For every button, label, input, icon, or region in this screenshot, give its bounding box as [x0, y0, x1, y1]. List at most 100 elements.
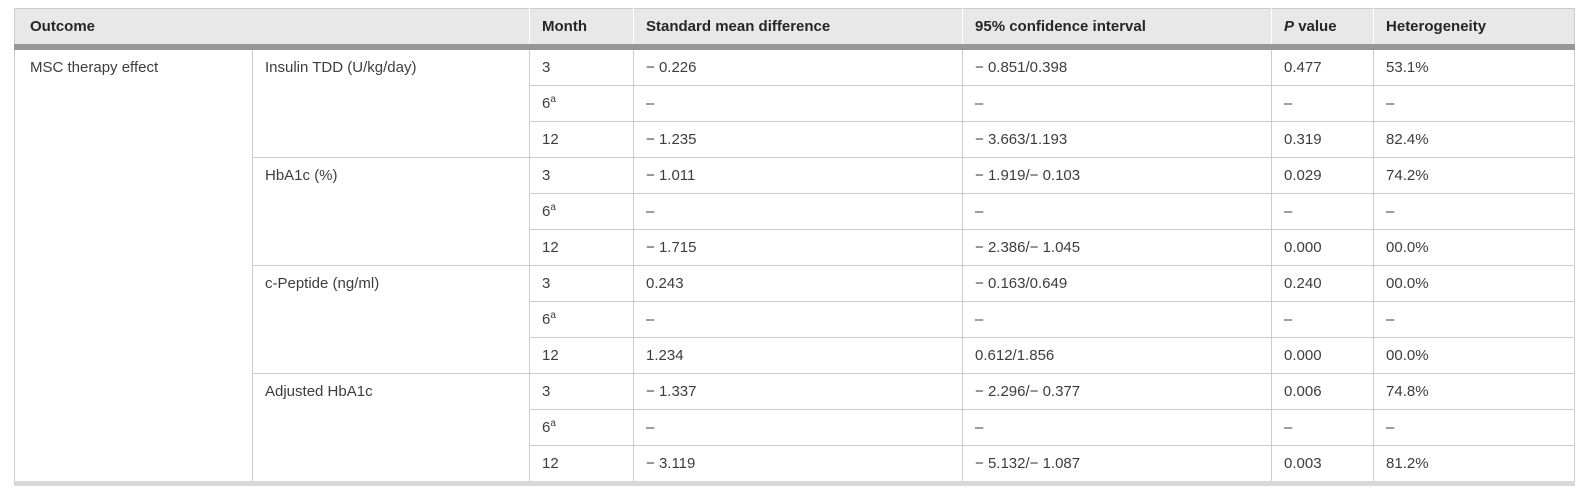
cell-p: 0.003	[1271, 445, 1375, 484]
cell-het: –	[1373, 409, 1576, 446]
month-value: 3	[542, 59, 551, 76]
cell-p: 0.477	[1271, 46, 1375, 86]
header-p-value: P value	[1271, 8, 1374, 50]
cell-measure: HbA1c (%)	[251, 157, 531, 266]
header-outcome: Outcome	[14, 8, 530, 50]
cell-ci: –	[962, 85, 1273, 122]
cell-het: –	[1373, 193, 1576, 230]
cell-month: 12	[529, 121, 635, 158]
table-row: MSC therapy effect Insulin TDD (U/kg/day…	[14, 46, 1576, 484]
cell-month: 3	[529, 157, 635, 194]
cell-smd: − 1.337	[633, 373, 964, 410]
cell-smd: –	[633, 301, 964, 338]
cell-month: 6a	[529, 409, 635, 446]
cell-smd: 0.243	[633, 265, 964, 302]
table-row: 6a – – – –	[15, 301, 1576, 338]
cell-smd: − 0.226	[633, 46, 964, 86]
cell-month: 3	[529, 46, 635, 86]
cell-measure: Adjusted HbA1c	[251, 373, 531, 484]
cell-smd: − 1.235	[633, 121, 964, 158]
table-row: c-Peptide (ng/ml) 3 0.243 − 0.163/0.649 …	[15, 265, 1576, 374]
cell-smd: –	[633, 193, 964, 230]
month-footnote-marker: a	[550, 94, 556, 105]
cell-smd: − 1.011	[633, 157, 964, 194]
month-value: 12	[542, 347, 559, 364]
cell-measure: c-Peptide (ng/ml)	[251, 265, 531, 374]
month-value: 12	[542, 239, 559, 256]
cell-measure: Insulin TDD (U/kg/day)	[251, 46, 531, 158]
cell-ci: –	[962, 301, 1273, 338]
table-row: Adjusted HbA1c 3 − 1.337 − 2.296/− 0.377…	[15, 373, 1576, 484]
month-value: 3	[542, 383, 551, 400]
month-value: 6	[542, 311, 551, 328]
cell-p: –	[1271, 301, 1375, 338]
cell-p: 0.240	[1271, 265, 1375, 302]
month-value: 3	[542, 275, 551, 292]
cell-month: 6a	[529, 301, 635, 338]
cell-het: 74.2%	[1373, 157, 1576, 194]
table-row: 12 − 1.235 − 3.663/1.193 0.319 82.4%	[15, 121, 1576, 158]
cell-p: 0.319	[1271, 121, 1375, 158]
cell-p: 0.029	[1271, 157, 1375, 194]
header-heterogeneity: Heterogeneity	[1373, 8, 1575, 50]
month-value: 3	[542, 167, 551, 184]
cell-het: –	[1373, 301, 1576, 338]
cell-month: 12	[529, 229, 635, 266]
cell-smd: − 3.119	[633, 445, 964, 484]
month-value: 12	[542, 455, 559, 472]
cell-p: –	[1271, 85, 1375, 122]
header-p-italic: P	[1284, 18, 1295, 35]
cell-month: 3	[529, 265, 635, 302]
results-table: Outcome Month Standard mean difference 9…	[14, 8, 1576, 486]
table-row: 12 − 3.119 − 5.132/− 1.087 0.003 81.2%	[15, 445, 1576, 484]
cell-het: 00.0%	[1373, 337, 1576, 374]
table-row: HbA1c (%) 3 − 1.011 − 1.919/− 0.103 0.02…	[15, 157, 1576, 266]
header-row: Outcome Month Standard mean difference 9…	[14, 8, 1575, 50]
cell-het: –	[1373, 85, 1576, 122]
month-value: 6	[542, 95, 551, 112]
cell-ci: − 1.919/− 0.103	[962, 157, 1273, 194]
cell-ci: − 2.386/− 1.045	[962, 229, 1273, 266]
table-row: 12 1.234 0.612/1.856 0.000 00.0%	[15, 337, 1576, 374]
month-footnote-marker: a	[550, 202, 556, 213]
header-month: Month	[529, 8, 634, 50]
cell-ci: − 2.296/− 0.377	[962, 373, 1273, 410]
cell-ci: − 3.663/1.193	[962, 121, 1273, 158]
table-row: 6a – – – –	[15, 409, 1576, 446]
results-table-container: Outcome Month Standard mean difference 9…	[14, 8, 1576, 486]
cell-outcome: MSC therapy effect	[14, 46, 253, 484]
cell-p: 0.000	[1271, 229, 1375, 266]
cell-het: 74.8%	[1373, 373, 1576, 410]
cell-smd: –	[633, 85, 964, 122]
cell-smd: 1.234	[633, 337, 964, 374]
cell-month: 3	[529, 373, 635, 410]
cell-ci: –	[962, 409, 1273, 446]
cell-smd: –	[633, 409, 964, 446]
cell-het: 82.4%	[1373, 121, 1576, 158]
header-p-rest: value	[1294, 18, 1337, 35]
cell-het: 00.0%	[1373, 229, 1576, 266]
cell-month: 12	[529, 445, 635, 484]
month-value: 6	[542, 203, 551, 220]
cell-ci: − 0.163/0.649	[962, 265, 1273, 302]
cell-ci: − 0.851/0.398	[962, 46, 1273, 86]
month-footnote-marker: a	[550, 310, 556, 321]
cell-p: –	[1271, 409, 1375, 446]
table-row: 6a – – – –	[15, 85, 1576, 122]
cell-p: 0.000	[1271, 337, 1375, 374]
header-ci: 95% confidence interval	[962, 8, 1272, 50]
cell-p: –	[1271, 193, 1375, 230]
cell-ci: 0.612/1.856	[962, 337, 1273, 374]
header-smd: Standard mean difference	[633, 8, 963, 50]
cell-het: 81.2%	[1373, 445, 1576, 484]
month-value: 12	[542, 131, 559, 148]
cell-het: 53.1%	[1373, 46, 1576, 86]
cell-het: 00.0%	[1373, 265, 1576, 302]
month-value: 6	[542, 419, 551, 436]
cell-ci: − 5.132/− 1.087	[962, 445, 1273, 484]
cell-smd: − 1.715	[633, 229, 964, 266]
table-row: 6a – – – –	[15, 193, 1576, 230]
table-row: 12 − 1.715 − 2.386/− 1.045 0.000 00.0%	[15, 229, 1576, 266]
cell-month: 6a	[529, 193, 635, 230]
month-footnote-marker: a	[550, 418, 556, 429]
